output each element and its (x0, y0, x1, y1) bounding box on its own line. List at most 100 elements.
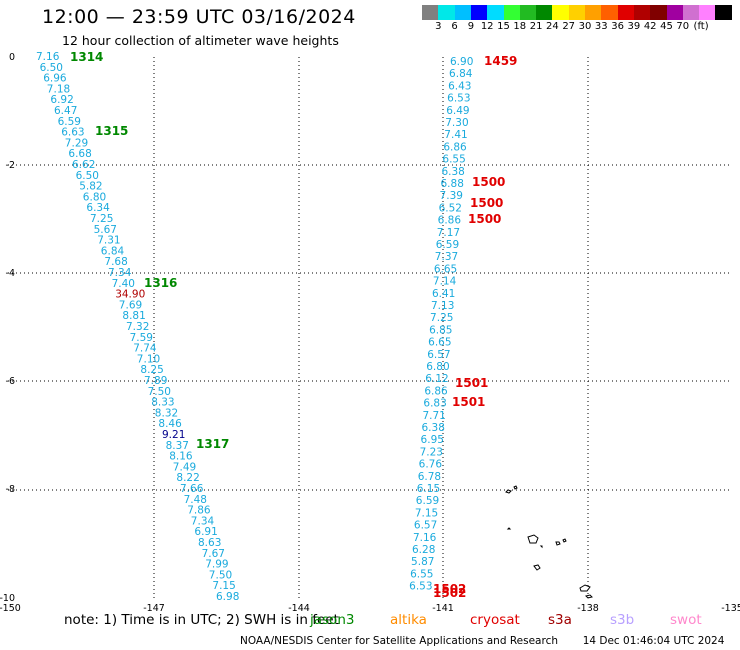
swh-value: 6.53 (447, 93, 470, 105)
color-scale-swatch (422, 5, 439, 20)
swh-value: 7.30 (445, 117, 468, 129)
swh-value: 5.82 (79, 181, 102, 193)
swh-value: 7.31 (97, 235, 120, 247)
color-scale-swatch (682, 5, 700, 20)
swh-value: 7.34 (191, 515, 215, 527)
color-scale-swatch (617, 5, 635, 20)
satellite-s3a: s3a (548, 612, 572, 628)
swh-value: 6.84 (101, 245, 125, 257)
swh-value: 5.87 (411, 556, 434, 568)
pass-time-label: 1502 (433, 586, 466, 600)
swh-value: 6.96 (43, 73, 67, 85)
color-scale-label: 70 (676, 21, 690, 32)
swh-value: 7.15 (212, 580, 235, 592)
island-outline (513, 485, 518, 490)
color-scale-label: 30 (578, 21, 592, 32)
color-scale-label: 36 (611, 21, 624, 32)
swh-value: 6.80 (426, 361, 449, 373)
swh-value: 7.25 (90, 213, 113, 225)
swh-value: 7.17 (437, 227, 460, 239)
color-scale-swatch (519, 5, 537, 20)
y-tick-label: -10 (0, 593, 15, 604)
island-outline (585, 594, 593, 599)
swh-value: 7.15 (415, 507, 438, 519)
pass-time-label: 1500 (472, 175, 505, 189)
swh-value: 7.71 (422, 410, 445, 422)
satellite-swot: swot (670, 612, 702, 628)
swh-value: 7.18 (47, 83, 70, 95)
swh-value: 6.12 (425, 373, 448, 385)
island-outline (555, 541, 561, 546)
swh-value: 6.59 (436, 239, 459, 251)
pass-time-label: 1316 (144, 276, 177, 290)
swh-value: 6.38 (422, 422, 445, 434)
swh-value: 7.39 (440, 190, 463, 202)
swh-value: 6.41 (432, 288, 455, 300)
pass-time-label: 1501 (452, 395, 485, 409)
swh-value: 6.50 (76, 170, 99, 182)
swh-value: 34.90 (115, 289, 145, 301)
color-scale-swatch (585, 5, 602, 20)
color-scale-label: 3 (435, 21, 442, 32)
island-outline (533, 564, 541, 571)
satellite-jason3: jason3 (310, 612, 355, 628)
swh-value: 6.38 (441, 166, 464, 178)
satellite-s3b: s3b (610, 612, 635, 628)
swh-value: 7.16 (413, 532, 437, 544)
swh-value: 5.67 (94, 224, 117, 236)
swh-value: 6.57 (427, 349, 450, 361)
color-scale-label: (ft) (693, 21, 709, 32)
timestamp-text: 14 Dec 01:46:04 UTC 2024 (582, 635, 725, 647)
map-subtitle: 12 hour collection of altimeter wave hei… (62, 33, 339, 48)
swh-value: 7.74 (133, 343, 157, 355)
swh-value: 6.34 (86, 202, 110, 214)
satellite-altika: altika (390, 612, 427, 628)
footer-note: note: 1) Time is in UTC; 2) SWH is in fe… (64, 612, 339, 628)
swh-value: 6.55 (442, 154, 465, 166)
color-scale-swatch (715, 5, 733, 20)
swh-value: 7.50 (148, 386, 171, 398)
swh-value: 8.63 (198, 537, 221, 549)
swh-value: 6.65 (434, 263, 457, 275)
swh-value: 6.28 (412, 544, 435, 556)
swh-value: 6.86 (443, 141, 467, 153)
swh-value: 7.14 (433, 276, 457, 288)
swh-value: 9.21 (162, 429, 185, 441)
swh-value: 6.50 (40, 62, 63, 74)
swh-value: 7.16 (36, 51, 60, 63)
swh-value: 7.69 (119, 299, 142, 311)
swh-value: 7.37 (435, 251, 458, 263)
swh-value: 6.90 (450, 56, 473, 68)
x-tick-label: -141 (432, 603, 454, 614)
swh-value: 6.83 (423, 398, 446, 410)
color-scale-label: 12 (480, 21, 494, 32)
color-scale-label: 21 (529, 21, 543, 32)
swh-value: 7.32 (126, 321, 149, 333)
note-text: note: 1) Time is in UTC; 2) SWH is in fe… (64, 612, 339, 628)
color-scale-swatch (601, 5, 619, 20)
swh-value: 6.63 (61, 127, 84, 139)
swh-value: 6.47 (54, 105, 77, 117)
swh-value: 6.15 (417, 483, 440, 495)
swh-value: 6.88 (441, 178, 464, 190)
island-outline (505, 489, 512, 494)
y-tick-label: -2 (6, 160, 15, 171)
pass-time-label: 1317 (196, 437, 229, 451)
swh-value: 7.23 (420, 446, 443, 458)
color-scale-swatch (454, 5, 472, 20)
swh-value: 7.67 (202, 548, 225, 560)
x-tick-label: -135 (721, 603, 740, 614)
x-tick-label: -138 (577, 603, 599, 614)
x-tick-label: -147 (143, 603, 165, 614)
color-scale-label: 42 (643, 21, 657, 32)
swh-value: 6.85 (429, 324, 452, 336)
swh-value: 7.59 (130, 332, 153, 344)
swh-value: 6.65 (428, 337, 451, 349)
pass-time-label: 1500 (470, 196, 503, 210)
y-tick-label: 0 (9, 52, 15, 63)
swh-value: 7.13 (431, 300, 454, 312)
swh-value: 6.55 (410, 568, 433, 580)
color-scale-label: 24 (546, 21, 559, 32)
island-outline (539, 545, 543, 549)
swh-value: 6.95 (421, 434, 444, 446)
